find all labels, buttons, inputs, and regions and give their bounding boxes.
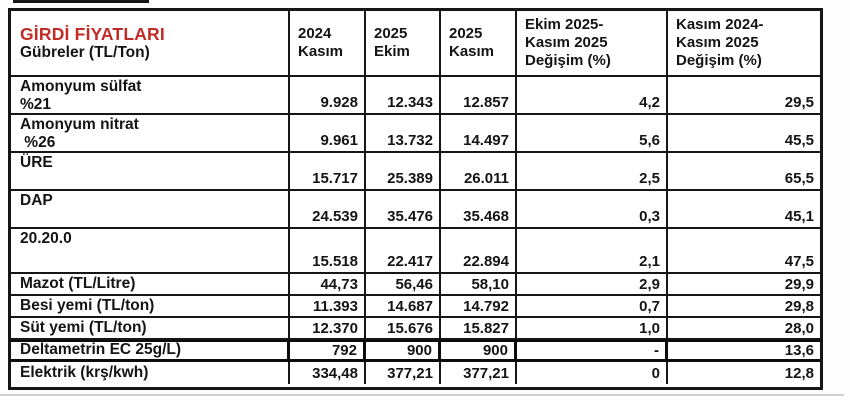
page-edge-artifact-line — [13, 0, 149, 3]
table-row: 20.20.0 15.518 22.417 22.894 2,1 47,5 — [11, 229, 820, 274]
table-title: GİRDİ FİYATLARI — [20, 23, 165, 44]
table-row: ÜRE 15.717 25.389 26.011 2,5 65,5 — [11, 153, 820, 191]
row-label: Amonyum nitrat %26 — [11, 115, 290, 151]
value-cell: 1,0 — [517, 318, 668, 338]
value-cell: 45,1 — [784, 208, 814, 225]
value-cell: - — [517, 340, 668, 359]
value-cell: 58,10 — [441, 274, 517, 294]
value-cell: 4,2 — [517, 77, 668, 113]
row-label: 20.20.0 — [11, 229, 290, 272]
value-cell: 12.370 — [290, 318, 366, 338]
table-row: Besi yemi (TL/ton) 11.393 14.687 14.792 0,7 2… — [11, 296, 820, 318]
input-prices-table: GİRDİ FİYATLARI Gübreler (TL/Ton) 2024 Ka… — [8, 8, 823, 390]
value-cell: 26.011 — [441, 153, 517, 189]
value-cell: 14.497 — [441, 115, 517, 151]
value-cell: 0 — [517, 362, 668, 384]
row-label: ÜRE — [11, 153, 290, 189]
column-header: 2025 Ekim — [366, 11, 441, 75]
column-header: Kasım 2024- Kasım 2025 Değişim (%) — [676, 15, 764, 70]
value-cell: 900 — [366, 340, 441, 359]
value-cell: 2,5 — [517, 153, 668, 189]
row-label: Besi yemi (TL/ton) — [11, 296, 290, 316]
table-header-row: GİRDİ FİYATLARI Gübreler (TL/Ton) 2024 Ka… — [11, 11, 820, 77]
value-cell: 15.827 — [441, 318, 517, 338]
table-row: Amonyum nitrat %26 9.961 13.732 14.497 5,6 45… — [11, 115, 820, 153]
value-cell: 2,1 — [517, 229, 668, 272]
column-header: 2024 Kasım — [290, 11, 366, 75]
row-label: Elektrik (krş/kwh) — [11, 362, 290, 384]
value-cell: 35.476 — [366, 191, 441, 227]
column-header: Ekim 2025- Kasım 2025 Değişim (%) — [517, 11, 668, 75]
value-cell: 900 — [441, 340, 517, 359]
value-cell: 2,9 — [517, 274, 668, 294]
value-cell: 9.928 — [290, 77, 366, 113]
row-label: Süt yemi (TL/ton) — [11, 318, 290, 338]
value-cell: 15.518 — [290, 229, 366, 272]
value-cell: 44,73 — [290, 274, 366, 294]
value-cell: 11.393 — [290, 296, 366, 316]
value-cell: 24.539 — [290, 191, 366, 227]
table-row: Elektrik (krş/kwh) 334,48 377,21 377,21 0 12,… — [11, 362, 820, 384]
value-cell: 12.857 — [441, 77, 517, 113]
value-cell: 14.687 — [366, 296, 441, 316]
value-cell: 35.468 — [441, 191, 517, 227]
value-cell: 14.792 — [441, 296, 517, 316]
value-cell: 334,48 — [290, 362, 366, 384]
value-cell: 5,6 — [517, 115, 668, 151]
value-cell: 65,5 — [784, 170, 814, 187]
table-title-cell: GİRDİ FİYATLARI Gübreler (TL/Ton) — [11, 11, 290, 75]
row-label: Mazot (TL/Litre) — [11, 274, 290, 294]
page-bottom-rule — [0, 394, 844, 396]
row-label: Amonyum sülfat %21 — [11, 77, 290, 113]
table-row: Amonyum sülfat %21 9.928 12.343 12.857 4,2 29,… — [11, 77, 820, 115]
value-cell: 22.894 — [441, 229, 517, 272]
value-cell: 13,6 — [668, 340, 820, 359]
value-cell: 56,46 — [366, 274, 441, 294]
column-header: 2025 Kasım — [441, 11, 517, 75]
value-cell: 29,5 — [784, 94, 814, 111]
table-subtitle: Gübreler (TL/Ton) — [20, 44, 150, 62]
value-cell: 29,9 — [784, 275, 814, 293]
value-cell: 377,21 — [441, 362, 517, 384]
value-cell: 377,21 — [366, 362, 441, 384]
value-cell: 28,0 — [784, 319, 814, 337]
value-cell: 47,5 — [784, 253, 814, 270]
value-cell: 13.732 — [366, 115, 441, 151]
value-cell: 45,5 — [784, 132, 814, 149]
value-cell: 15.676 — [366, 318, 441, 338]
row-label: DAP — [11, 191, 290, 227]
table-row: DAP 24.539 35.476 35.468 0,3 45,1 — [11, 191, 820, 229]
value-cell: 12,8 — [784, 364, 814, 382]
value-cell: 29,8 — [784, 297, 814, 315]
value-cell: 25.389 — [366, 153, 441, 189]
value-cell: 0,3 — [517, 191, 668, 227]
table-row: Deltametrin EC 25g/L) 792 900 900-13,6 — [11, 340, 820, 362]
table-row: Süt yemi (TL/ton) 12.370 15.676 15.827 1,0 28… — [11, 318, 820, 340]
value-cell: 9.961 — [290, 115, 366, 151]
row-label: Deltametrin EC 25g/L) — [11, 340, 290, 359]
value-cell: 792 — [290, 340, 366, 359]
value-cell: 12.343 — [366, 77, 441, 113]
value-cell: 22.417 — [366, 229, 441, 272]
table-row: Mazot (TL/Litre) 44,73 56,46 58,10 2,9 29,9 — [11, 274, 820, 296]
value-cell: 15.717 — [290, 153, 366, 189]
value-cell: 0,7 — [517, 296, 668, 316]
